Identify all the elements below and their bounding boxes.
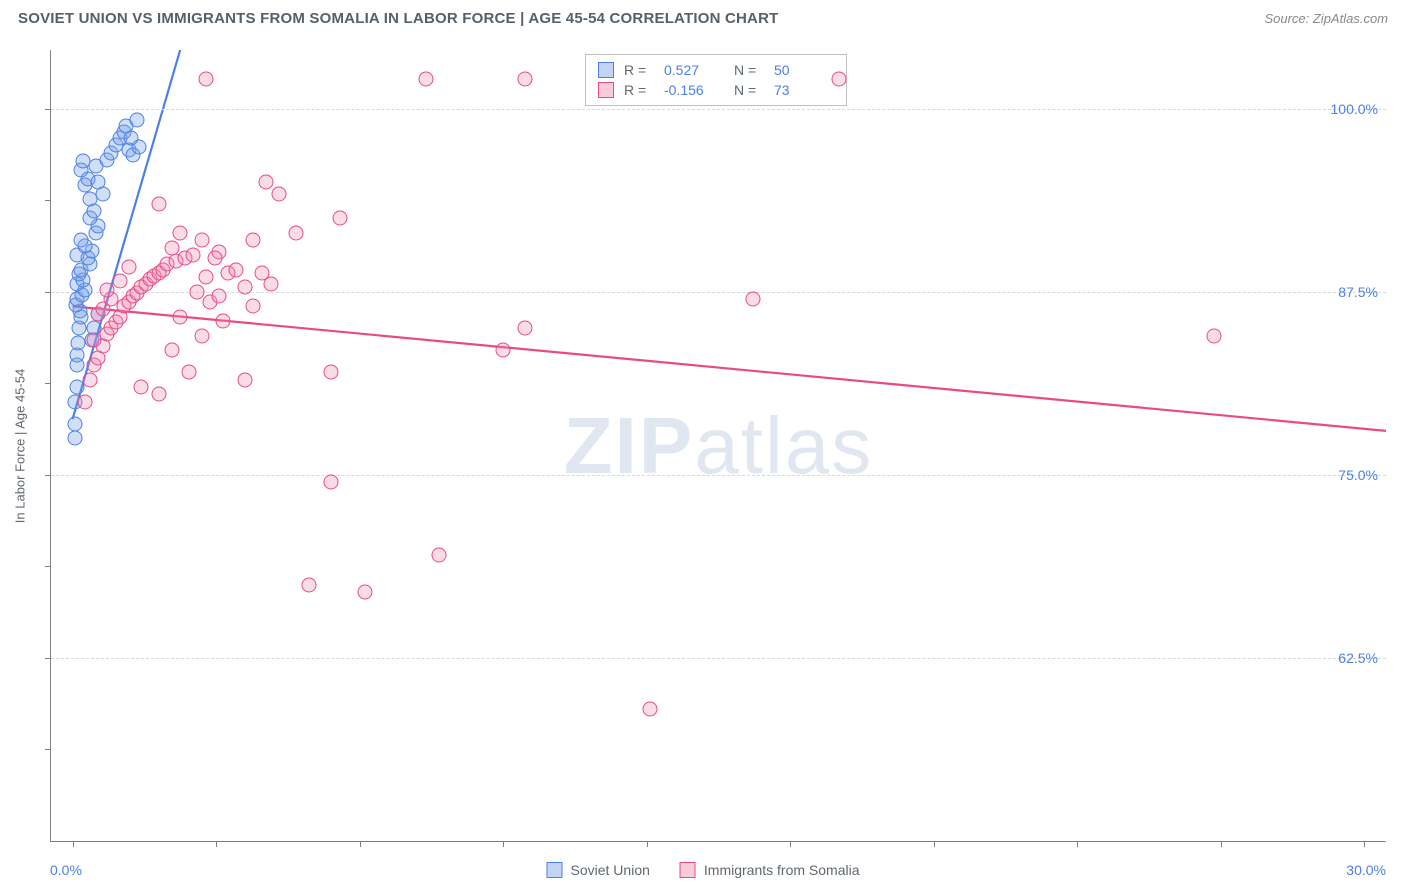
data-point-somalia xyxy=(99,283,114,298)
data-point-somalia xyxy=(151,387,166,402)
y-tick-label: 100.0% xyxy=(1331,101,1378,117)
stats-legend: R = 0.527 N = 50 R = -0.156 N = 73 xyxy=(585,54,847,106)
gridline xyxy=(51,475,1386,476)
data-point-somalia xyxy=(302,577,317,592)
y-tick xyxy=(45,109,51,110)
x-tick xyxy=(216,841,217,847)
data-point-somalia xyxy=(323,365,338,380)
swatch-blue xyxy=(547,862,563,878)
stats-row-soviet: R = 0.527 N = 50 xyxy=(598,60,834,80)
data-point-somalia xyxy=(1206,328,1221,343)
stats-row-somalia: R = -0.156 N = 73 xyxy=(598,80,834,100)
x-tick xyxy=(647,841,648,847)
x-tick xyxy=(360,841,361,847)
x-tick xyxy=(790,841,791,847)
y-axis-title: In Labor Force | Age 45-54 xyxy=(13,369,28,523)
data-point-somalia xyxy=(237,372,252,387)
x-tick xyxy=(73,841,74,847)
swatch-blue xyxy=(598,62,614,78)
gridline xyxy=(51,109,1386,110)
legend-soviet: Soviet Union xyxy=(547,862,650,878)
swatch-pink xyxy=(680,862,696,878)
data-point-somalia xyxy=(199,270,214,285)
data-point-somalia xyxy=(199,72,214,87)
swatch-pink xyxy=(598,82,614,98)
data-point-somalia xyxy=(246,233,261,248)
x-tick xyxy=(1077,841,1078,847)
data-point-somalia xyxy=(207,251,222,266)
data-point-somalia xyxy=(78,394,93,409)
data-point-somalia xyxy=(323,475,338,490)
data-point-soviet xyxy=(91,174,106,189)
data-point-soviet xyxy=(130,113,145,128)
data-point-somalia xyxy=(496,343,511,358)
y-tick xyxy=(45,383,51,384)
data-point-somalia xyxy=(358,584,373,599)
data-point-somalia xyxy=(121,259,136,274)
x-tick xyxy=(503,841,504,847)
y-tick xyxy=(45,292,51,293)
data-point-somalia xyxy=(194,328,209,343)
y-tick-label: 62.5% xyxy=(1338,650,1378,666)
data-point-somalia xyxy=(517,72,532,87)
data-point-somalia xyxy=(173,226,188,241)
x-tick xyxy=(934,841,935,847)
data-point-somalia xyxy=(418,72,433,87)
bottom-legend: Soviet Union Immigrants from Somalia xyxy=(547,862,860,878)
y-tick xyxy=(45,658,51,659)
x-tick xyxy=(1364,841,1365,847)
data-point-soviet xyxy=(70,335,85,350)
data-point-somalia xyxy=(745,292,760,307)
data-point-somalia xyxy=(82,372,97,387)
data-point-somalia xyxy=(112,274,127,289)
source-label: Source: ZipAtlas.com xyxy=(1264,11,1388,26)
scatter-chart: ZIPatlas R = 0.527 N = 50 R = -0.156 N =… xyxy=(50,50,1386,842)
watermark: ZIPatlas xyxy=(564,400,873,492)
y-tick-label: 87.5% xyxy=(1338,284,1378,300)
data-point-soviet xyxy=(123,130,138,145)
data-point-somalia xyxy=(190,284,205,299)
data-point-somalia xyxy=(194,233,209,248)
data-point-somalia xyxy=(164,343,179,358)
x-axis-max-label: 30.0% xyxy=(1346,862,1386,878)
data-point-somalia xyxy=(229,262,244,277)
y-tick xyxy=(45,200,51,201)
y-tick xyxy=(45,749,51,750)
y-tick xyxy=(45,566,51,567)
data-point-somalia xyxy=(517,321,532,336)
data-point-somalia xyxy=(173,309,188,324)
data-point-somalia xyxy=(289,226,304,241)
data-point-soviet xyxy=(74,233,89,248)
data-point-somalia xyxy=(431,548,446,563)
legend-somalia: Immigrants from Somalia xyxy=(680,862,860,878)
x-tick xyxy=(1221,841,1222,847)
x-axis-min-label: 0.0% xyxy=(50,862,82,878)
data-point-somalia xyxy=(186,248,201,263)
chart-title: SOVIET UNION VS IMMIGRANTS FROM SOMALIA … xyxy=(18,10,778,27)
trendline-somalia xyxy=(73,306,1386,431)
data-point-somalia xyxy=(642,702,657,717)
data-point-somalia xyxy=(259,174,274,189)
gridline xyxy=(51,658,1386,659)
data-point-somalia xyxy=(211,289,226,304)
data-point-somalia xyxy=(181,365,196,380)
data-point-soviet xyxy=(68,416,83,431)
y-tick xyxy=(45,475,51,476)
data-point-somalia xyxy=(246,299,261,314)
data-point-somalia xyxy=(164,240,179,255)
data-point-somalia xyxy=(216,313,231,328)
data-point-somalia xyxy=(272,186,287,201)
y-tick-label: 75.0% xyxy=(1338,467,1378,483)
data-point-somalia xyxy=(134,379,149,394)
data-point-somalia xyxy=(832,72,847,87)
data-point-somalia xyxy=(263,277,278,292)
data-point-soviet xyxy=(67,431,82,446)
data-point-somalia xyxy=(237,280,252,295)
gridline xyxy=(51,292,1386,293)
data-point-somalia xyxy=(332,211,347,226)
data-point-somalia xyxy=(151,196,166,211)
trend-lines xyxy=(51,50,1386,841)
